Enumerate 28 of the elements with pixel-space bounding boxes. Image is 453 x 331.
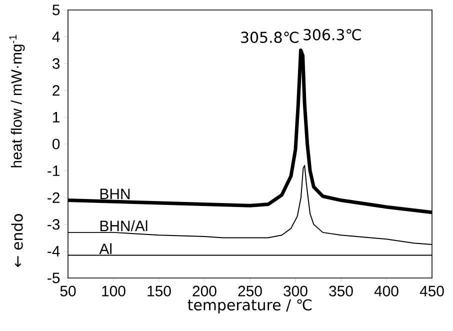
y-tick-label: 2: [52, 85, 60, 96]
y-tick-label: -5: [48, 272, 60, 284]
series-label: BHN: [100, 188, 130, 200]
x-tick-label: 50: [60, 286, 76, 296]
annotation: 305.8℃: [241, 32, 299, 43]
series-label: Al: [99, 243, 112, 254]
annotation: 306.3℃: [304, 29, 361, 40]
x-tick-label: 250: [238, 286, 262, 296]
x-tick-label: 300: [284, 286, 308, 296]
y-tick-label: -3: [48, 219, 60, 230]
y-tick-label: -2: [48, 192, 60, 203]
series-label: BHN/Al: [100, 220, 148, 232]
y-tick-label: -1: [48, 166, 60, 176]
x-axis-title: temperature / ℃: [188, 299, 312, 314]
x-tick-label: 100: [102, 286, 126, 296]
y-tick-label: 4: [52, 32, 60, 42]
x-tick-label: 450: [420, 286, 444, 296]
y-tick-label: -4: [48, 246, 60, 256]
text: ← endo: [11, 214, 23, 268]
x-tick-label: 150: [148, 286, 171, 296]
y-tick-label: 1: [53, 112, 60, 122]
y-axis-title: heat flow / mW·mg$^{-1}$: [9, 34, 25, 168]
y-tick-label: 0: [52, 138, 60, 150]
x-tick-label: 350: [329, 286, 353, 296]
x-tick-label: 200: [192, 286, 216, 296]
x-tick-label: 400: [374, 286, 398, 296]
y-tick-label: 5: [52, 4, 60, 16]
y-tick-label: 3: [52, 58, 60, 69]
